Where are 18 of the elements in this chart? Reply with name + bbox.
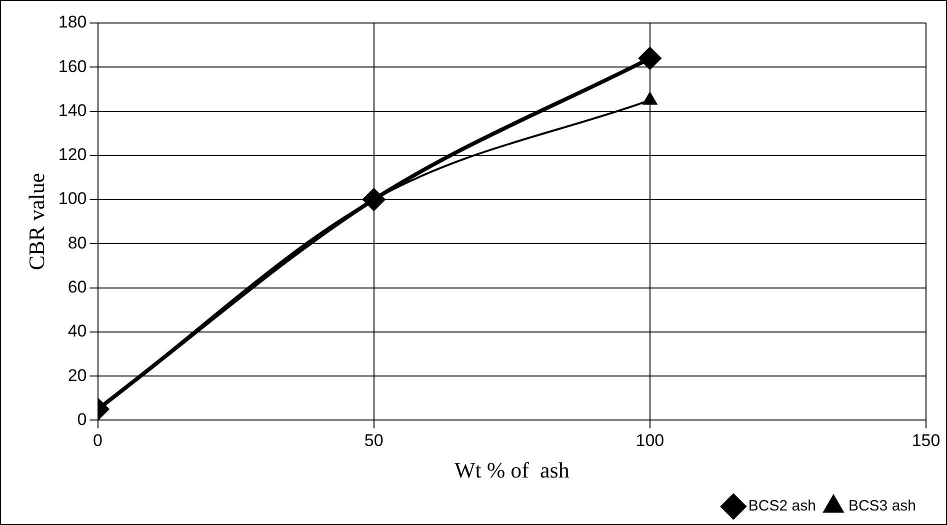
y-axis-title: CBR value: [24, 173, 49, 270]
y-tick-label: 120: [58, 145, 87, 164]
x-tick-label: 50: [364, 431, 384, 450]
y-tick-label: 180: [58, 12, 87, 32]
y-tick-label: 0: [77, 410, 87, 429]
y-tick-label: 20: [68, 366, 87, 385]
x-tick-label: 150: [912, 431, 940, 450]
y-tick-label: 160: [58, 56, 87, 76]
x-axis-title: Wt % of ash: [454, 458, 570, 483]
y-tick-label: 140: [58, 100, 87, 120]
y-tick-label: 100: [58, 189, 87, 208]
y-tick-label: 40: [68, 322, 87, 341]
x-tick-label: 100: [636, 431, 664, 450]
y-tick-label: 80: [68, 233, 87, 252]
y-tick-label: 60: [68, 277, 87, 296]
legend-label: BCS2 ash: [748, 498, 816, 515]
legend-label: BCS3 ash: [848, 498, 916, 515]
x-tick-label: 0: [93, 431, 102, 450]
